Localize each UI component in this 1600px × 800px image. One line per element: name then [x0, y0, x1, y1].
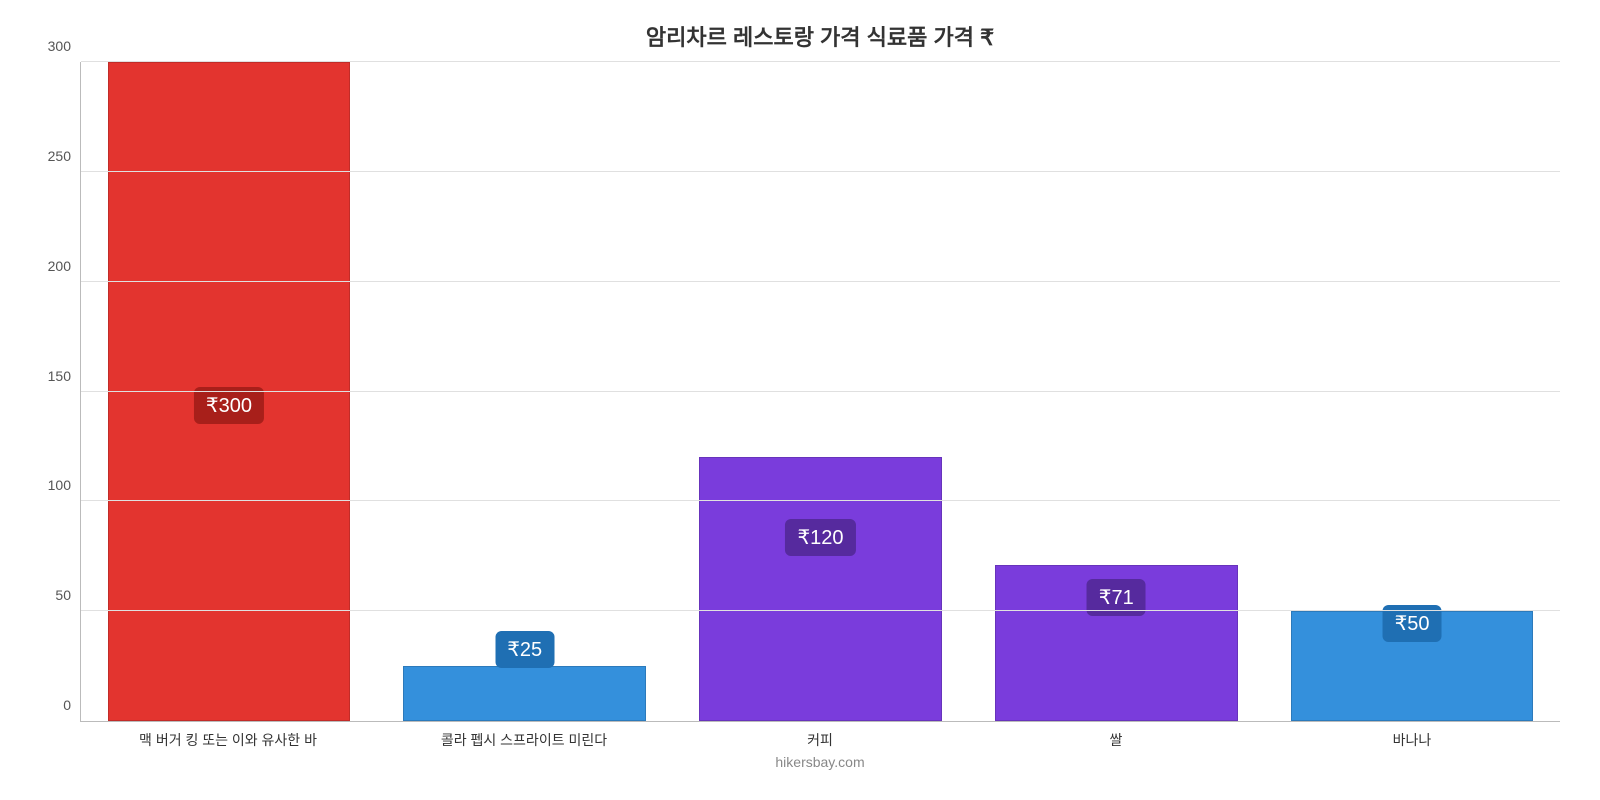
- x-tick-label: 맥 버거 킹 또는 이와 유사한 바: [80, 730, 376, 750]
- y-tick-label: 150: [31, 368, 71, 384]
- plot-area: ₹300₹25₹120₹71₹50 050100150200250300: [80, 62, 1560, 722]
- x-tick-label: 바나나: [1264, 730, 1560, 750]
- gridline: [81, 610, 1560, 611]
- y-tick-label: 100: [31, 477, 71, 493]
- gridline: [81, 500, 1560, 501]
- x-tick-label: 콜라 펩시 스프라이트 미린다: [376, 730, 672, 750]
- x-tick-label: 커피: [672, 730, 968, 750]
- value-badge: ₹25: [495, 631, 554, 668]
- gridline: [81, 391, 1560, 392]
- bar: [403, 666, 646, 721]
- bar-slot: ₹120: [673, 62, 969, 721]
- y-tick-label: 200: [31, 258, 71, 274]
- x-tick-label: 쌀: [968, 730, 1264, 750]
- gridline: [81, 61, 1560, 62]
- gridline: [81, 281, 1560, 282]
- value-badge: ₹300: [194, 387, 264, 424]
- chart-container: 암리차르 레스토랑 가격 식료품 가격 ₹ ₹300₹25₹120₹71₹50 …: [0, 0, 1600, 800]
- y-tick-label: 50: [31, 587, 71, 603]
- y-tick-label: 300: [31, 38, 71, 54]
- x-axis-labels: 맥 버거 킹 또는 이와 유사한 바콜라 펩시 스프라이트 미린다커피쌀바나나: [80, 730, 1560, 750]
- chart-footer: hikersbay.com: [80, 754, 1560, 770]
- gridline: [81, 171, 1560, 172]
- chart-title: 암리차르 레스토랑 가격 식료품 가격 ₹: [80, 20, 1560, 52]
- y-tick-label: 250: [31, 148, 71, 164]
- bar-slot: ₹25: [377, 62, 673, 721]
- bar-slot: ₹50: [1264, 62, 1560, 721]
- value-badge: ₹120: [785, 519, 855, 556]
- bar-slot: ₹300: [81, 62, 377, 721]
- y-tick-label: 0: [31, 697, 71, 713]
- bars-group: ₹300 ₹25 ₹120 ₹71₹50: [81, 62, 1560, 721]
- bar: [699, 457, 942, 721]
- bar-slot: ₹71: [968, 62, 1264, 721]
